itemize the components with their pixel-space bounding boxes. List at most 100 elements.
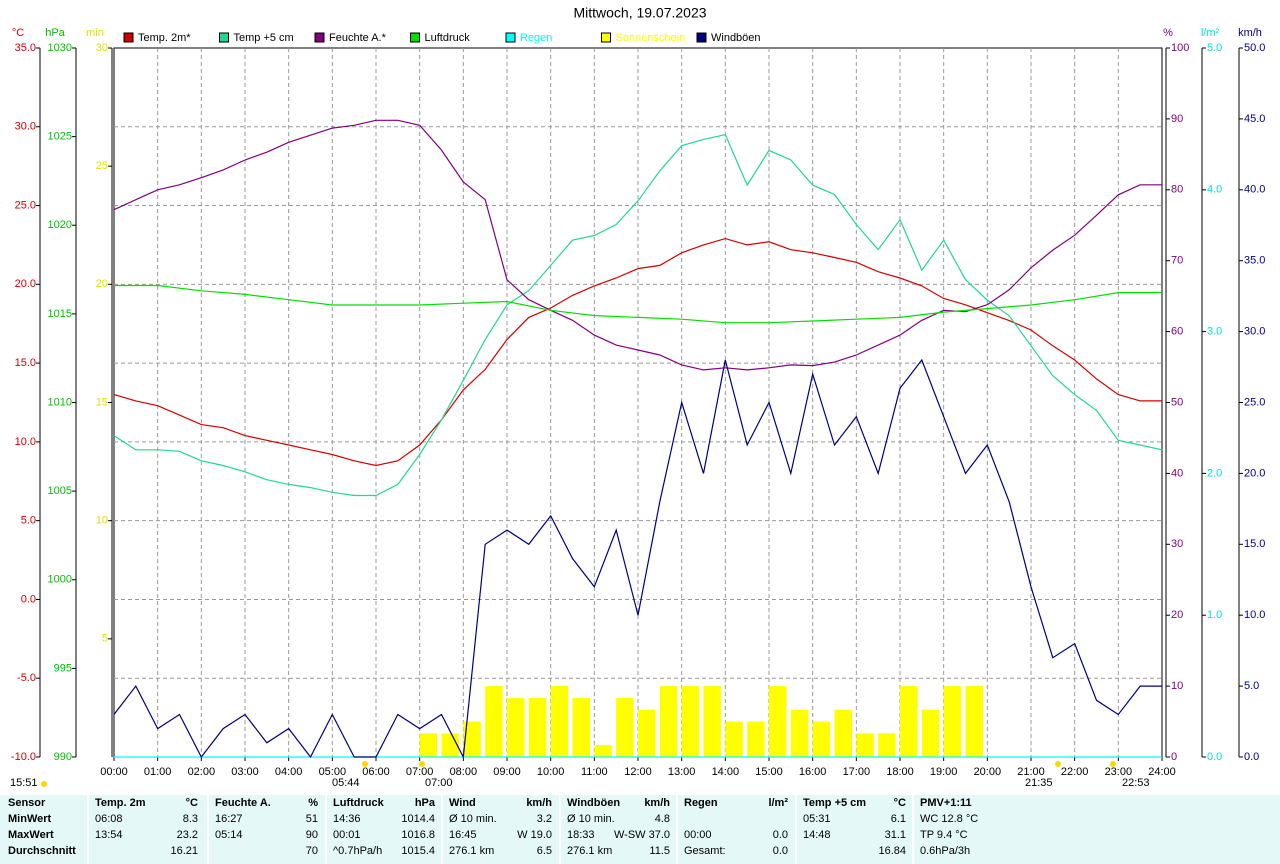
x-tick-label: 13:00 bbox=[668, 766, 696, 778]
x-tick-label: 07:00 bbox=[406, 766, 434, 778]
y-tick-label: 15.0 bbox=[1244, 538, 1265, 550]
sunshine-bar bbox=[616, 697, 634, 757]
cell-left: 16:27 bbox=[215, 813, 243, 825]
legend-swatch bbox=[123, 32, 134, 43]
y-tick-label: 40.0 bbox=[1244, 184, 1265, 196]
y-tick-label: 0 bbox=[1171, 751, 1177, 763]
x-tick-label: 02:00 bbox=[188, 766, 216, 778]
cell-right: W 19.0 bbox=[517, 829, 552, 841]
column-unit: hPa bbox=[414, 797, 435, 809]
sunshine-bar bbox=[441, 733, 459, 757]
legend-swatch bbox=[696, 32, 707, 43]
cell-right: 1015.4 bbox=[401, 845, 435, 857]
sun-marker bbox=[41, 781, 47, 787]
y-tick-label: 1010 bbox=[48, 396, 72, 408]
y-tick-label: 3.0 bbox=[1207, 326, 1222, 338]
y-tick-label: -5.0 bbox=[17, 672, 36, 684]
column-header: Sensor bbox=[8, 797, 46, 809]
sun-marker bbox=[362, 761, 368, 767]
x-tick-label: 09:00 bbox=[493, 766, 521, 778]
column-header: PMV+1:11 bbox=[920, 797, 972, 809]
x-tick-label: 03:00 bbox=[231, 766, 259, 778]
cell-left: 00:00 bbox=[684, 829, 712, 841]
sunshine-bar bbox=[463, 721, 481, 757]
legend-swatch bbox=[219, 32, 229, 43]
column-separator bbox=[441, 795, 443, 864]
time-annotation: 22:53 bbox=[1122, 777, 1150, 789]
y-tick-label: 40 bbox=[1171, 467, 1183, 479]
series-line bbox=[113, 358, 1162, 760]
time-annotation: 05:44 bbox=[332, 777, 360, 789]
series-line bbox=[113, 237, 1162, 467]
y-tick-label: 1030 bbox=[48, 42, 72, 54]
y-tick-label: 25 bbox=[96, 160, 108, 172]
cell-left: 14:36 bbox=[333, 813, 361, 825]
stats-table: Sensor Temp. 2m °C Feuchte A.% Luftdruck hPa W… bbox=[0, 795, 1280, 864]
cell-right: 70 bbox=[305, 845, 318, 857]
axis-title: hPa bbox=[45, 27, 65, 39]
sunshine-bar bbox=[900, 686, 918, 757]
y-tick-label: 10.0 bbox=[15, 436, 36, 448]
sun-marker bbox=[1110, 761, 1116, 767]
y-tick-label: 35.0 bbox=[15, 42, 36, 54]
sunshine-bar bbox=[507, 697, 525, 757]
sunshine-bar bbox=[812, 721, 831, 757]
x-tick-label: 00:00 bbox=[100, 766, 128, 778]
sunshine-bar bbox=[659, 686, 678, 757]
chart-title: Mittwoch, 19.07.2023 bbox=[573, 5, 706, 21]
y-tick-label: -10.0 bbox=[11, 751, 36, 763]
sunshine-bar bbox=[485, 686, 503, 757]
y-tick-label: 25.0 bbox=[15, 199, 36, 211]
x-tick-label: 05:00 bbox=[319, 766, 347, 778]
column-separator bbox=[676, 795, 678, 864]
x-tick-label: 06:00 bbox=[362, 766, 390, 778]
column-separator bbox=[795, 795, 797, 864]
column-unit: °C bbox=[185, 797, 198, 809]
column-header: Windböen bbox=[567, 797, 621, 809]
column-separator bbox=[87, 795, 89, 864]
column-header: Temp +5 cm bbox=[803, 797, 867, 809]
y-tick-label: 20 bbox=[96, 278, 108, 290]
sunshine-bar bbox=[790, 709, 809, 757]
legend-label: Luftdruck bbox=[425, 32, 471, 44]
x-tick-label: 16:00 bbox=[799, 766, 827, 778]
row-label: MinWert bbox=[8, 813, 52, 825]
y-tick-label: 5.0 bbox=[1207, 42, 1222, 54]
x-tick-label: 10:00 bbox=[537, 766, 565, 778]
cell-right: 11.5 bbox=[649, 845, 670, 857]
y-tick-label: 4.0 bbox=[1207, 184, 1222, 196]
x-tick-label: 12:00 bbox=[624, 766, 652, 778]
x-tick-label: 24:00 bbox=[1148, 766, 1176, 778]
legend-label: Feuchte A.* bbox=[329, 32, 387, 44]
column-header: Regen bbox=[684, 797, 718, 809]
y-tick-label: 5.0 bbox=[1244, 680, 1259, 692]
sunshine-bar bbox=[638, 709, 656, 757]
cell-left: 05:31 bbox=[803, 813, 831, 825]
column-separator bbox=[325, 795, 327, 864]
axis-title: min bbox=[86, 27, 104, 39]
x-tick-label: 11:00 bbox=[581, 766, 608, 778]
y-tick-label: 1005 bbox=[48, 485, 72, 497]
x-tick-label: 21:00 bbox=[1017, 766, 1045, 778]
legend-label: Sonnenschein bbox=[616, 32, 686, 44]
cell-left: WC 12.8 °C bbox=[920, 813, 979, 825]
axis-title: l/m² bbox=[1201, 27, 1220, 39]
y-tick-label: 10.0 bbox=[1244, 609, 1265, 621]
cell-right: 3.2 bbox=[536, 813, 552, 825]
y-tick-label: 45.0 bbox=[1244, 113, 1265, 125]
column-unit: °C bbox=[893, 797, 906, 809]
y-tick-label: 30 bbox=[1171, 538, 1183, 550]
x-tick-label: 17:00 bbox=[843, 766, 871, 778]
series-line bbox=[113, 134, 1163, 497]
series-line bbox=[113, 119, 1162, 371]
y-tick-label: 100 bbox=[1171, 42, 1189, 54]
y-tick-label: 1020 bbox=[48, 219, 72, 231]
legend-label: Temp +5 cm bbox=[234, 32, 294, 44]
sunshine-bar bbox=[572, 697, 590, 757]
cell-right: 1016.8 bbox=[401, 829, 435, 841]
cell-right: 6.1 bbox=[890, 813, 906, 825]
sunshine-bar bbox=[856, 733, 874, 757]
sunshine-bar bbox=[834, 709, 852, 757]
column-header: Luftdruck bbox=[333, 797, 384, 809]
